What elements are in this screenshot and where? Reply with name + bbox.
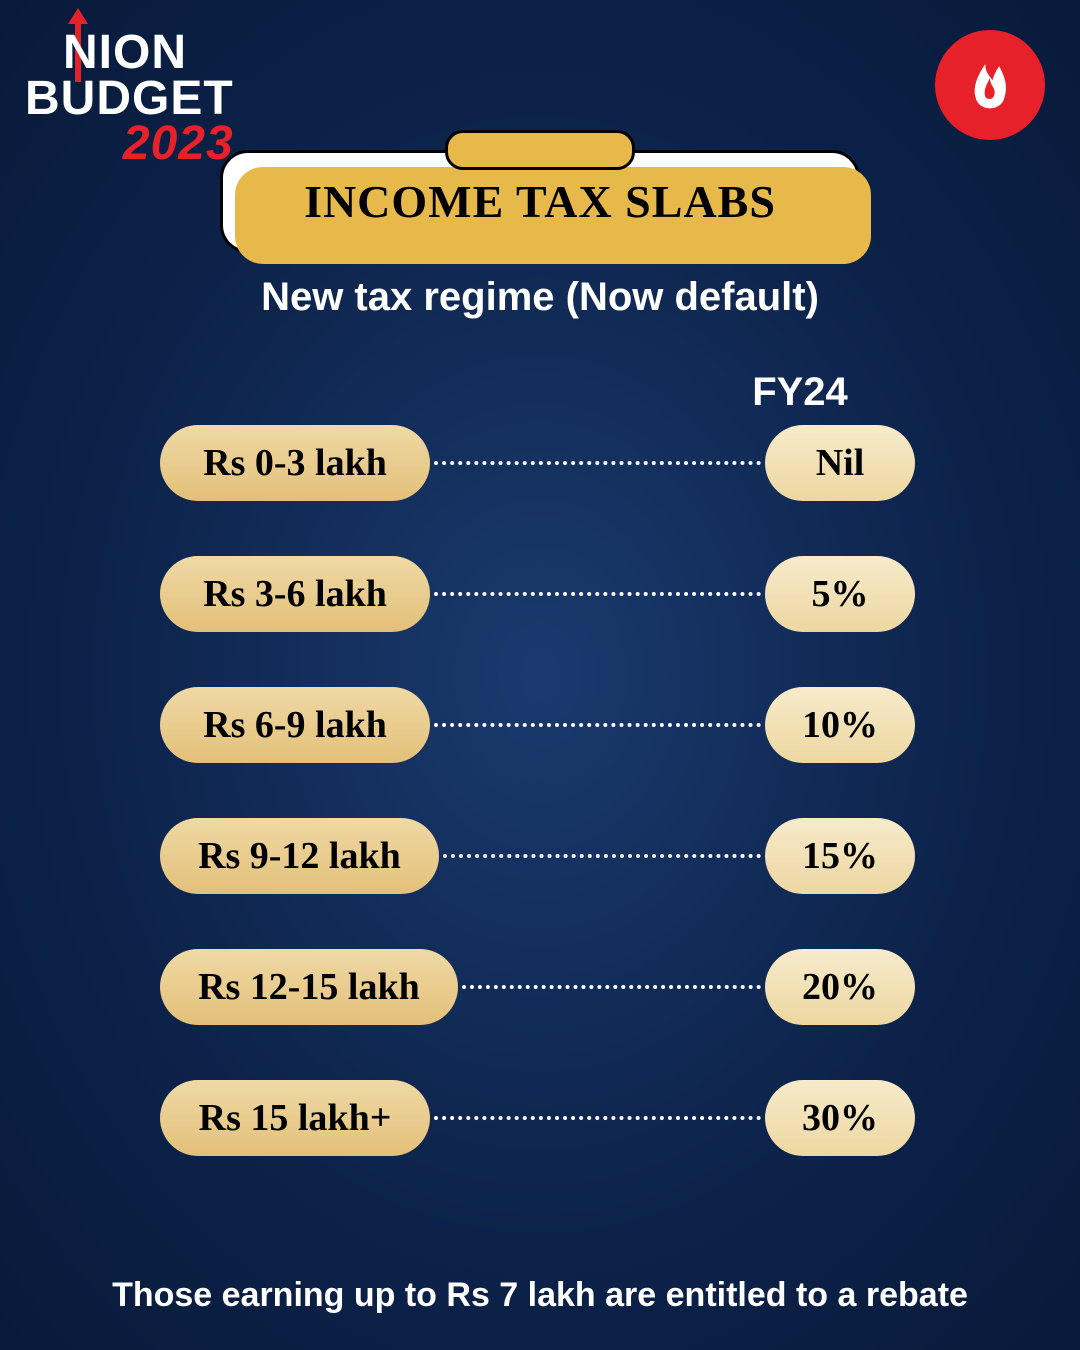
logo-line1: NION [25,26,187,79]
flame-icon [962,57,1018,113]
title-tab [445,130,635,170]
tax-slab-row: Rs 12-15 lakh 20% [0,949,1080,1025]
slab-range: Rs 3-6 lakh [160,556,430,632]
slab-rate: 15% [765,818,915,894]
tax-slab-row: Rs 3-6 lakh 5% [0,556,1080,632]
column-header-fy: FY24 [700,370,900,415]
connector-line [434,1116,761,1120]
slab-rate: 5% [765,556,915,632]
title-block: INCOME TAX SLABS [220,130,860,253]
tax-slab-row: Rs 15 lakh+ 30% [0,1080,1080,1156]
connector-line [434,723,761,727]
tax-slab-list: Rs 0-3 lakh Nil Rs 3-6 lakh 5% Rs 6-9 la… [0,425,1080,1211]
slab-rate: 10% [765,687,915,763]
connector-line [443,854,761,858]
union-budget-logo: NION BUDGET 2023 [25,30,234,167]
footer-note: Those earning up to Rs 7 lakh are entitl… [0,1276,1080,1315]
connector-line [434,461,761,465]
slab-rate: Nil [765,425,915,501]
connector-line [462,985,761,989]
tax-slab-row: Rs 9-12 lakh 15% [0,818,1080,894]
slab-rate: 20% [765,949,915,1025]
slab-range: Rs 12-15 lakh [160,949,458,1025]
slab-range: Rs 9-12 lakh [160,818,439,894]
publisher-badge [935,30,1045,140]
logo-year: 2023 [25,121,234,167]
connector-line [434,592,761,596]
tax-slab-row: Rs 0-3 lakh Nil [0,425,1080,501]
slab-range: Rs 15 lakh+ [160,1080,430,1156]
tax-slab-row: Rs 6-9 lakh 10% [0,687,1080,763]
slab-range: Rs 0-3 lakh [160,425,430,501]
subtitle: New tax regime (Now default) [0,275,1080,320]
slab-range: Rs 6-9 lakh [160,687,430,763]
slab-rate: 30% [765,1080,915,1156]
